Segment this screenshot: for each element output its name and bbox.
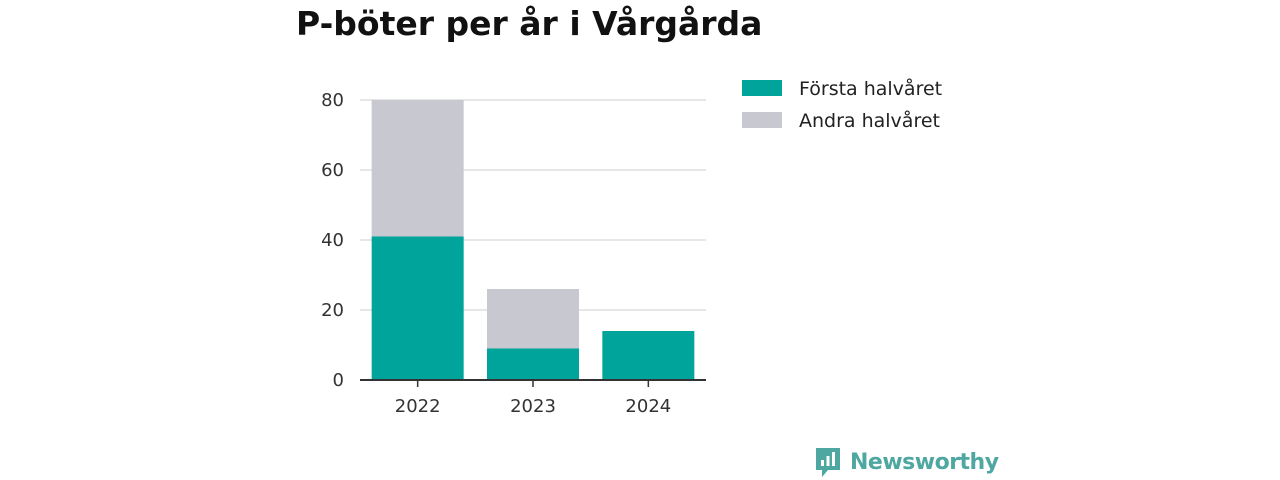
newsworthy-logo-icon — [816, 448, 840, 477]
legend-label: Första halvåret — [799, 77, 942, 100]
x-tick-label: 2023 — [510, 396, 556, 417]
brand-name: Newsworthy — [850, 449, 999, 475]
stacked-bar-chart: 0 20 40 60 80 2022 2023 2024 Första halvåret An… — [321, 77, 942, 417]
legend: Första halvåret Andra halvåret — [742, 77, 942, 132]
brand-logo: Newsworthy — [814, 446, 999, 478]
x-tick-label: 2024 — [625, 396, 671, 417]
bar-2024-series-0 — [602, 331, 695, 380]
bar-2023-series-1 — [487, 289, 579, 349]
y-axis-ticks: 0 20 40 60 80 — [321, 90, 344, 391]
x-tick-label: 2022 — [395, 396, 441, 417]
y-tick-label: 60 — [321, 160, 344, 181]
bar-2022-series-0 — [371, 236, 464, 380]
x-axis: 2022 2023 2024 — [360, 379, 706, 417]
y-tick-label: 80 — [321, 90, 344, 111]
legend-label: Andra halvåret — [799, 109, 940, 132]
y-tick-label: 40 — [321, 230, 344, 251]
y-tick-label: 20 — [321, 300, 344, 321]
chart-title: P-böter per år i Vårgårda — [296, 4, 763, 43]
bar-2023-series-0 — [487, 348, 579, 380]
legend-swatch — [742, 112, 782, 128]
bar-2022-series-1 — [371, 100, 464, 237]
bars — [371, 100, 695, 380]
legend-swatch — [742, 80, 782, 96]
y-tick-label: 0 — [333, 370, 344, 391]
